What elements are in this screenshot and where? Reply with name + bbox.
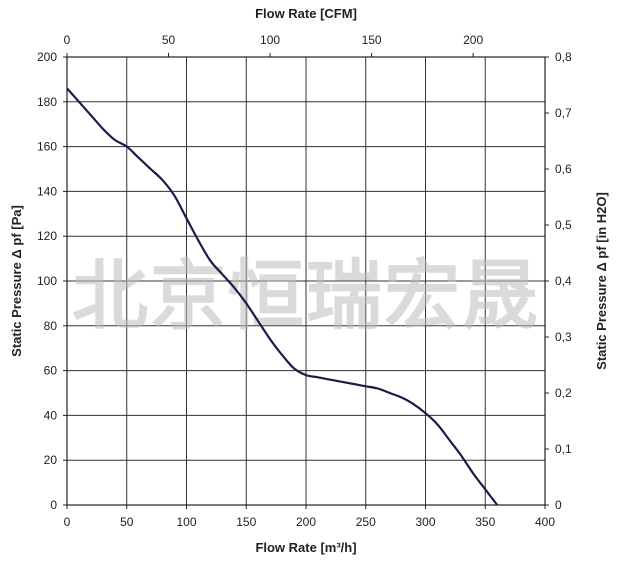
x-tick-label: 250 [356,515,376,529]
bottom-x-axis-ticks: 0 50 100 150 200 250 300 350 400 [64,505,555,529]
right-y-axis-ticks: 0 0,1 0,2 0,3 0,4 0,5 0,6 0,7 0,8 [545,50,572,512]
y2-tick-label: 0 [555,498,562,512]
y2-tick-label: 0,6 [555,162,572,176]
x-tick-label: 100 [176,515,196,529]
y-tick-label: 0 [50,498,57,512]
x-tick-label: 200 [296,515,316,529]
grid [66,56,546,506]
x2-axis-title: Flow Rate [CFM] [255,6,357,21]
x-axis-title: Flow Rate [m³/h] [255,540,356,555]
x-tick-label: 50 [120,515,134,529]
top-x-axis-ticks: 0 50 100 150 200 [64,33,483,57]
y2-tick-label: 0,7 [555,106,572,120]
y2-tick-label: 0,2 [555,386,572,400]
performance-curve [66,87,499,506]
y-tick-label: 160 [37,140,57,154]
left-y-axis-ticks: 0 20 40 60 80 100 120 140 160 180 200 [37,50,67,512]
y-tick-label: 180 [37,95,57,109]
y-axis-title: Static Pressure Δ pf [Pa] [9,205,24,357]
x-tick-label: 0 [64,515,71,529]
y2-tick-label: 0,3 [555,330,572,344]
y-tick-label: 100 [37,274,57,288]
y-tick-label: 80 [44,319,58,333]
x-tick-label: 150 [236,515,256,529]
x2-tick-label: 50 [162,33,176,47]
y-tick-label: 60 [44,364,58,378]
y2-axis-title: Static Pressure Δ pf [in H2O] [594,192,609,370]
y-tick-label: 40 [44,408,58,422]
y2-tick-label: 0,1 [555,442,572,456]
y-tick-label: 20 [44,453,58,467]
x-tick-label: 350 [475,515,495,529]
x2-tick-label: 200 [463,33,483,47]
y2-tick-label: 0,8 [555,50,572,64]
watermark-text: 北京恒瑞宏晟 [72,251,540,340]
plot-frame [66,56,546,506]
y2-tick-label: 0,5 [555,218,572,232]
x2-tick-label: 150 [362,33,382,47]
x-tick-label: 400 [535,515,555,529]
x-tick-label: 300 [415,515,435,529]
y-tick-label: 140 [37,184,57,198]
y-tick-label: 120 [37,229,57,243]
x2-tick-label: 0 [64,33,71,47]
y2-tick-label: 0,4 [555,274,572,288]
x2-tick-label: 100 [260,33,280,47]
y-tick-label: 200 [37,50,57,64]
